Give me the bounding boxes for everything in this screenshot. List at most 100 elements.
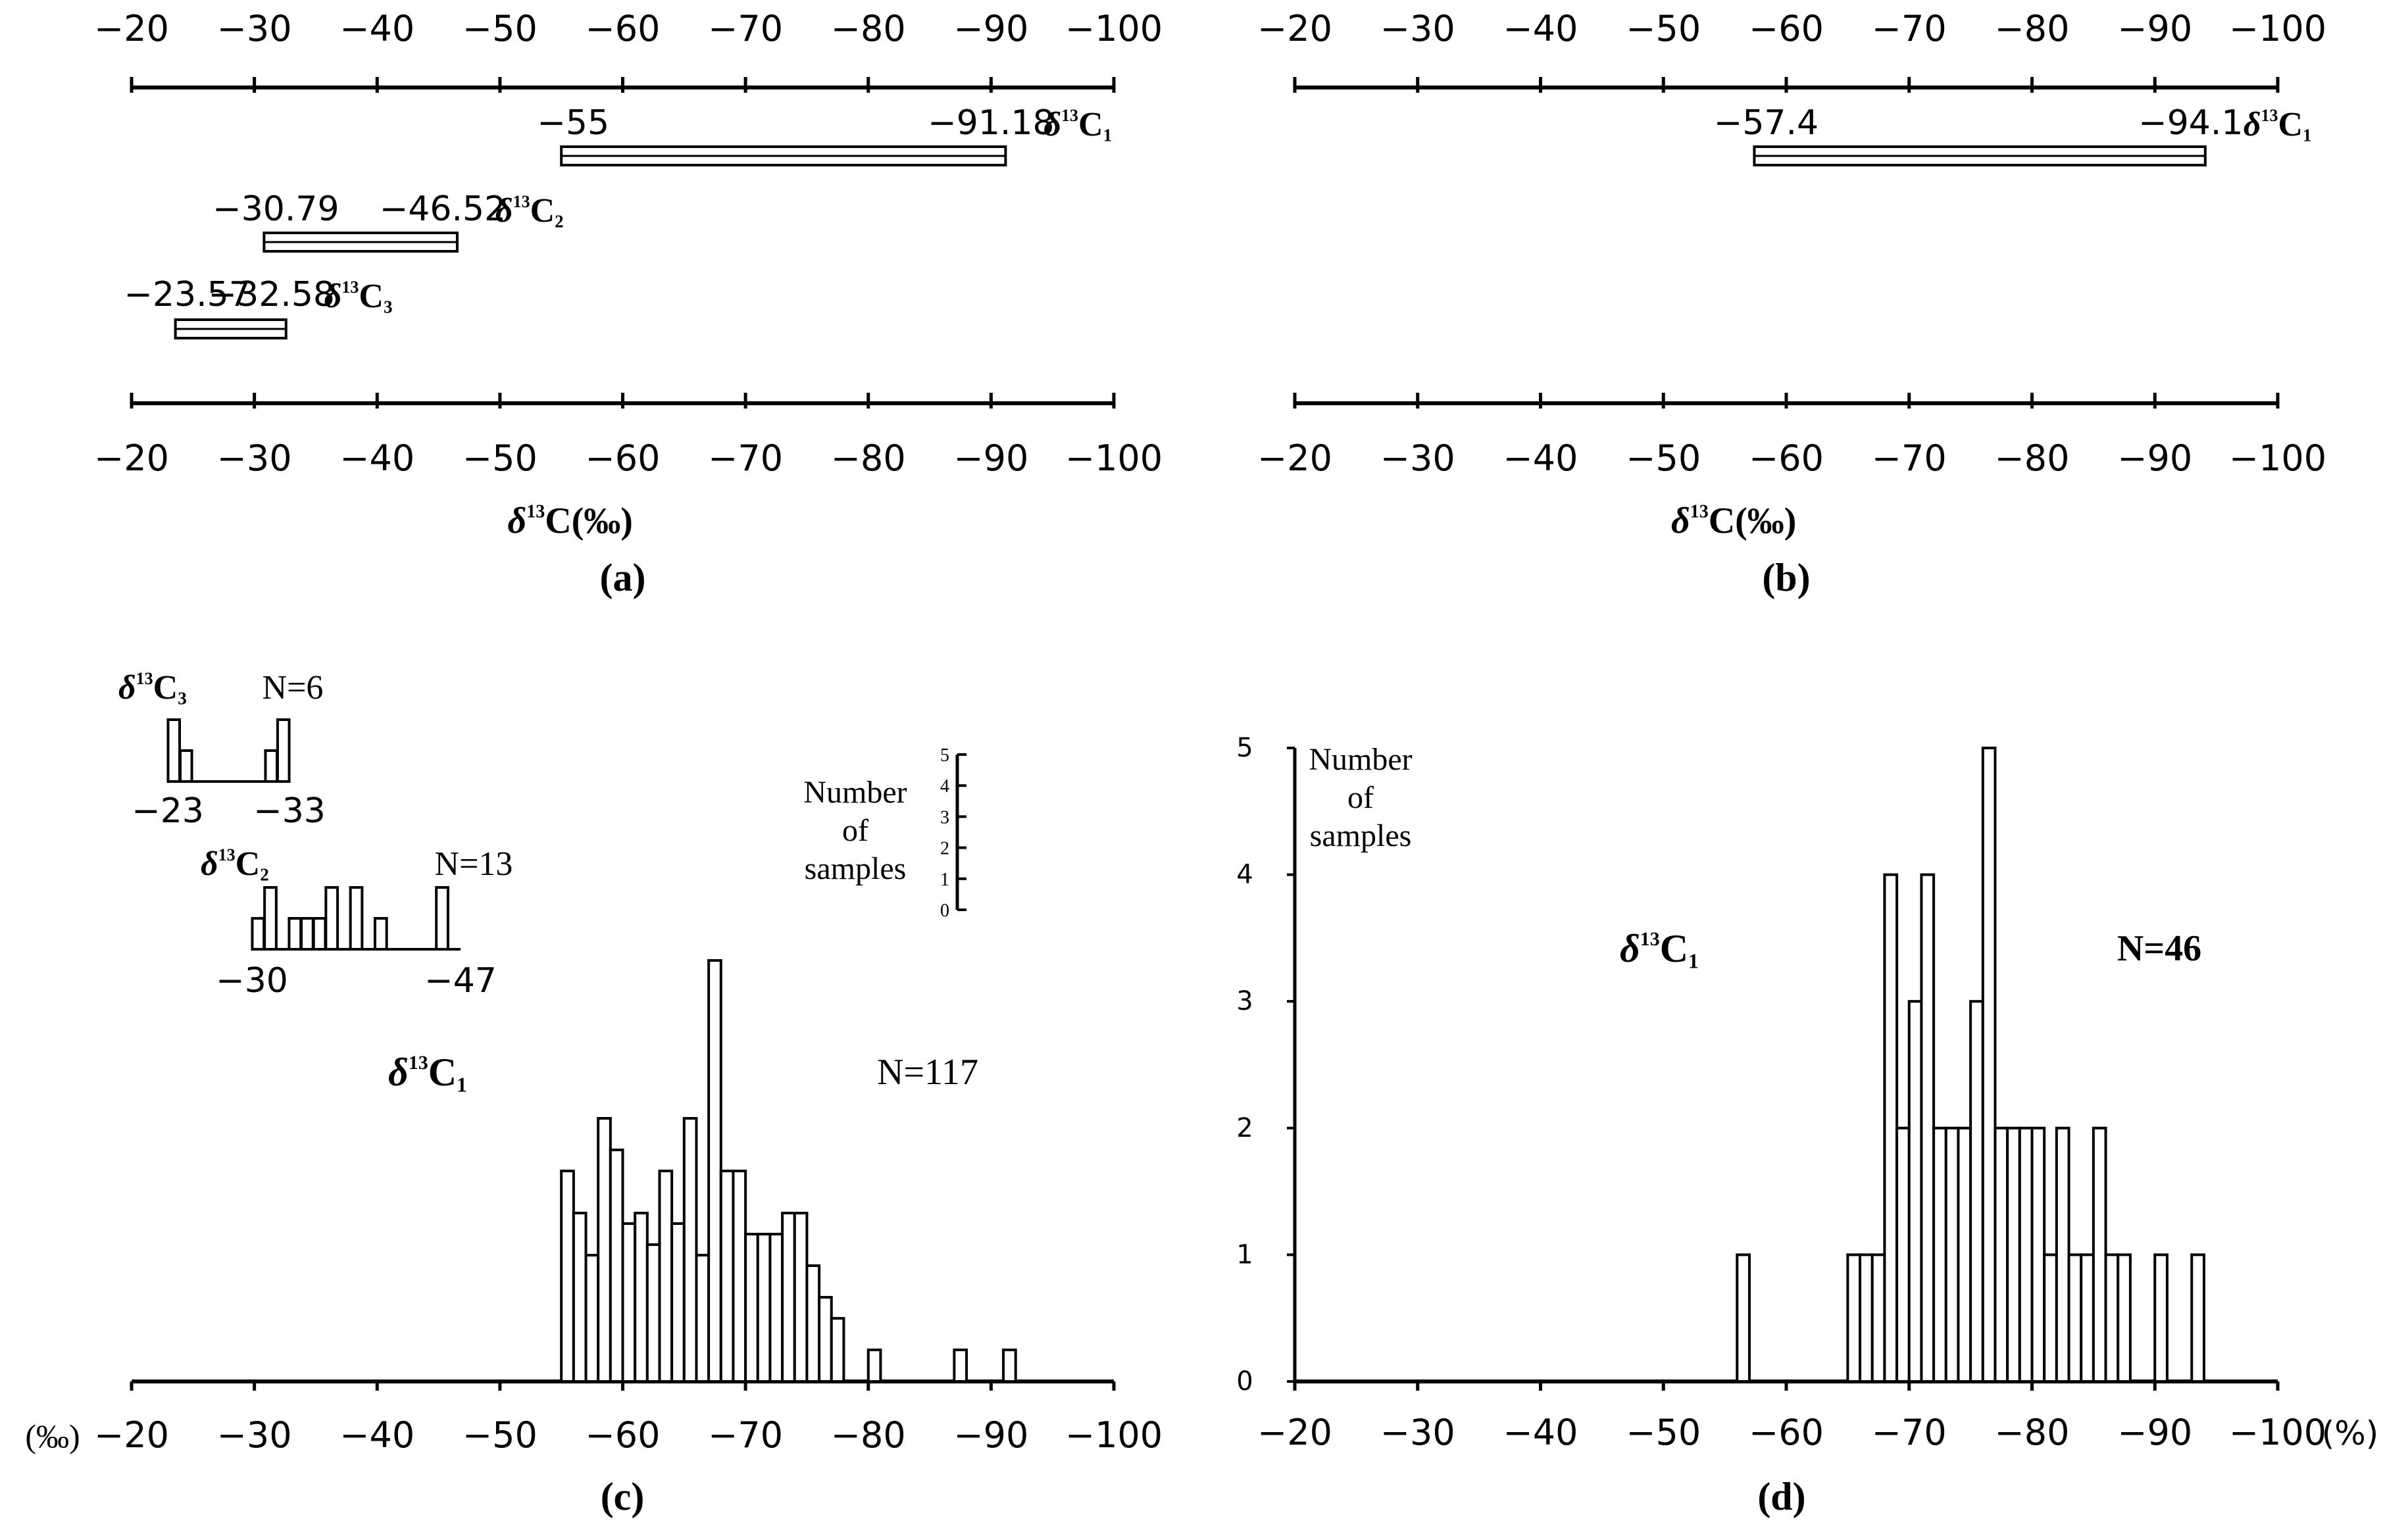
x-axis-tick-label: −60 (586, 1414, 661, 1456)
top-axis-tick-label: −40 (339, 8, 414, 49)
y-scale-tick-label: 4 (940, 776, 949, 797)
bottom-axis-tick-label: −70 (1872, 437, 1947, 479)
y-scale-tick-label: 2 (940, 839, 949, 859)
top-axis-tick-label: −20 (1257, 8, 1332, 49)
histogram-bar (645, 1243, 661, 1383)
x-axis-tick-label: −100 (2229, 1412, 2326, 1453)
inset-n-label: N=13 (435, 845, 513, 883)
range-min-label: −55 (537, 103, 609, 143)
range-name-2-delta: δ (495, 192, 513, 230)
range-max-label: −46.52 (380, 189, 506, 229)
main-series-label-delta: δ (1620, 927, 1640, 970)
range-name-1-delta: δ (2244, 106, 2261, 143)
y-axis-label-line: of (1347, 780, 1374, 815)
histogram-bar (953, 1349, 968, 1383)
x-axis-tick-label: −40 (339, 1414, 414, 1456)
y-scale-tick-label: 5 (940, 745, 949, 766)
y-axis-tick-label: 2 (1236, 1113, 1253, 1143)
histogram-bar (597, 1117, 612, 1383)
x-axis-title: δ13C(‰) (508, 501, 633, 541)
range-min-label: −57.4 (1714, 103, 1819, 143)
bottom-axis-tick-label: −60 (586, 437, 661, 479)
x-axis-tick-label: −40 (1503, 1412, 1578, 1453)
histogram-bar (2018, 1126, 2034, 1383)
histogram-bar (830, 1317, 845, 1383)
inset-n-label: N=6 (263, 669, 324, 707)
range-name-1-mass: 13 (2261, 106, 2278, 125)
main-series-label-delta: δ (388, 1051, 409, 1094)
bottom-axis-tick-label: −50 (463, 437, 538, 479)
histogram-bar (793, 1212, 809, 1383)
panel-label: (d) (1757, 1475, 1805, 1518)
panel-label: (c) (601, 1475, 645, 1518)
top-axis-tick-label: −100 (1065, 8, 1163, 49)
inset-series-label-element: C (153, 669, 178, 707)
x-axis-tick-label: −30 (217, 1414, 292, 1456)
bottom-axis-tick-label: −90 (953, 437, 1028, 479)
x-axis-title-mass: 13 (526, 501, 545, 522)
bottom-axis-tick-label: −20 (1257, 437, 1332, 479)
range-max-label: −94.1 (2138, 103, 2243, 143)
inset-end-label: −33 (253, 791, 326, 831)
histogram-bar (658, 1170, 674, 1383)
range-min-label: −23.57 (124, 275, 250, 314)
top-axis-tick-label: −80 (831, 8, 906, 49)
x-axis-tick-label: −60 (1749, 1412, 1824, 1453)
x-axis-tick-label: −20 (94, 1414, 169, 1456)
histogram-bar (866, 1349, 882, 1383)
histogram-bar (1859, 1253, 1874, 1383)
range-name-3-delta: δ (324, 278, 342, 315)
bottom-axis-tick-label: −40 (1503, 437, 1578, 479)
x-axis-title-element: C (545, 501, 571, 541)
histogram-bar (695, 1254, 711, 1383)
range-name-1-sub: 1 (1103, 125, 1113, 145)
histogram-bar (2067, 1253, 2083, 1383)
inset-start-label: −23 (132, 791, 204, 831)
histogram-bar (1981, 747, 1997, 1383)
histogram-bar (1969, 1000, 1984, 1383)
inset-series-label-mass: 13 (218, 845, 236, 864)
y-scale-tick-label: 0 (940, 901, 949, 921)
x-axis-tick-label: −30 (1380, 1412, 1455, 1453)
main-series-label-mass: 13 (409, 1052, 428, 1074)
range-name-1: δ13C1 (2244, 106, 2312, 145)
histogram-bar (2092, 1126, 2107, 1383)
bottom-axis-tick-label: −80 (831, 437, 906, 479)
histogram-bar (1736, 1253, 1751, 1383)
top-axis-tick-label: −50 (463, 8, 538, 49)
histogram-bar (805, 1264, 821, 1383)
panel-label: (a) (600, 556, 646, 599)
main-n-label: N=46 (2117, 928, 2201, 969)
histogram-bar (818, 1296, 833, 1383)
bottom-axis-tick-label: −40 (339, 437, 414, 479)
range-name-2-element: C (530, 192, 555, 230)
top-axis-tick-label: −30 (217, 8, 292, 49)
bottom-axis-tick-label: −30 (217, 437, 292, 479)
histogram-bar (2190, 1253, 2205, 1383)
main-series-label-element: C (1660, 927, 1688, 970)
top-axis-tick-label: −70 (1872, 8, 1947, 49)
range-max-label: −91.18 (928, 103, 1054, 143)
y-axis-tick-label: 5 (1236, 733, 1253, 763)
range-name-2: δ13C2 (495, 192, 564, 231)
main-series-label: δ13C1 (1620, 927, 1699, 973)
x-axis-tick-label: −90 (953, 1414, 1028, 1456)
inset-bar (312, 917, 327, 951)
histogram-bar (1870, 1253, 1886, 1383)
panel-a-range-chart: −20 −30 −40 −50 −60 −70 −80 −90 −100 −20 −30 −40 −50… (94, 8, 1163, 599)
x-axis-title-mass: 13 (1690, 501, 1709, 522)
bottom-axis-tick-label: −50 (1626, 437, 1701, 479)
histogram-bar (1002, 1349, 1017, 1383)
histogram-bar (584, 1254, 600, 1383)
histogram-bar (1932, 1126, 1947, 1383)
histogram-bar (1994, 1126, 2009, 1383)
top-axis-tick-label: −90 (2117, 8, 2192, 49)
x-axis-tick-label: −50 (1626, 1412, 1701, 1453)
main-series-label-sub: 1 (457, 1074, 467, 1097)
inset-end-label: −47 (424, 961, 497, 1001)
range-name-3: δ13C3 (324, 278, 393, 316)
y-axis-label-line: Number (803, 775, 907, 810)
x-axis-title-delta: δ (1671, 501, 1690, 541)
bottom-axis-tick-label: −60 (1749, 437, 1824, 479)
